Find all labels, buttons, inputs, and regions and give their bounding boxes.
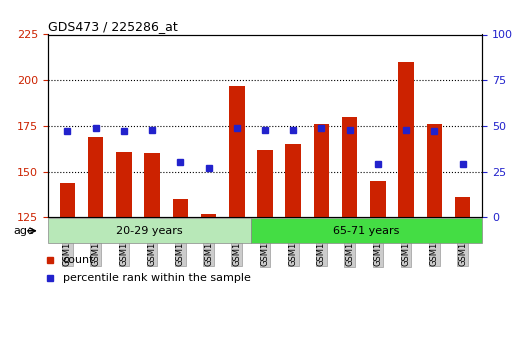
Bar	[144, 153, 160, 217]
Text: 65-71 years: 65-71 years	[333, 226, 400, 236]
Bar	[116, 151, 131, 217]
Bar	[229, 86, 244, 217]
Text: GDS473 / 225286_at: GDS473 / 225286_at	[48, 20, 178, 33]
Bar	[314, 124, 329, 217]
Bar	[60, 183, 75, 217]
Bar	[427, 124, 442, 217]
Text: 20-29 years: 20-29 years	[116, 226, 182, 236]
Bar	[286, 144, 301, 217]
Bar	[342, 117, 357, 217]
Bar	[455, 197, 470, 217]
Bar	[201, 214, 216, 217]
Bar	[48, 218, 251, 243]
Bar	[173, 199, 188, 217]
Text: percentile rank within the sample: percentile rank within the sample	[63, 273, 250, 283]
Bar	[251, 218, 482, 243]
Bar	[88, 137, 103, 217]
Bar	[257, 150, 273, 217]
Bar	[370, 181, 386, 217]
Bar	[399, 62, 414, 217]
Text: age: age	[13, 226, 34, 236]
Text: count: count	[63, 256, 94, 265]
